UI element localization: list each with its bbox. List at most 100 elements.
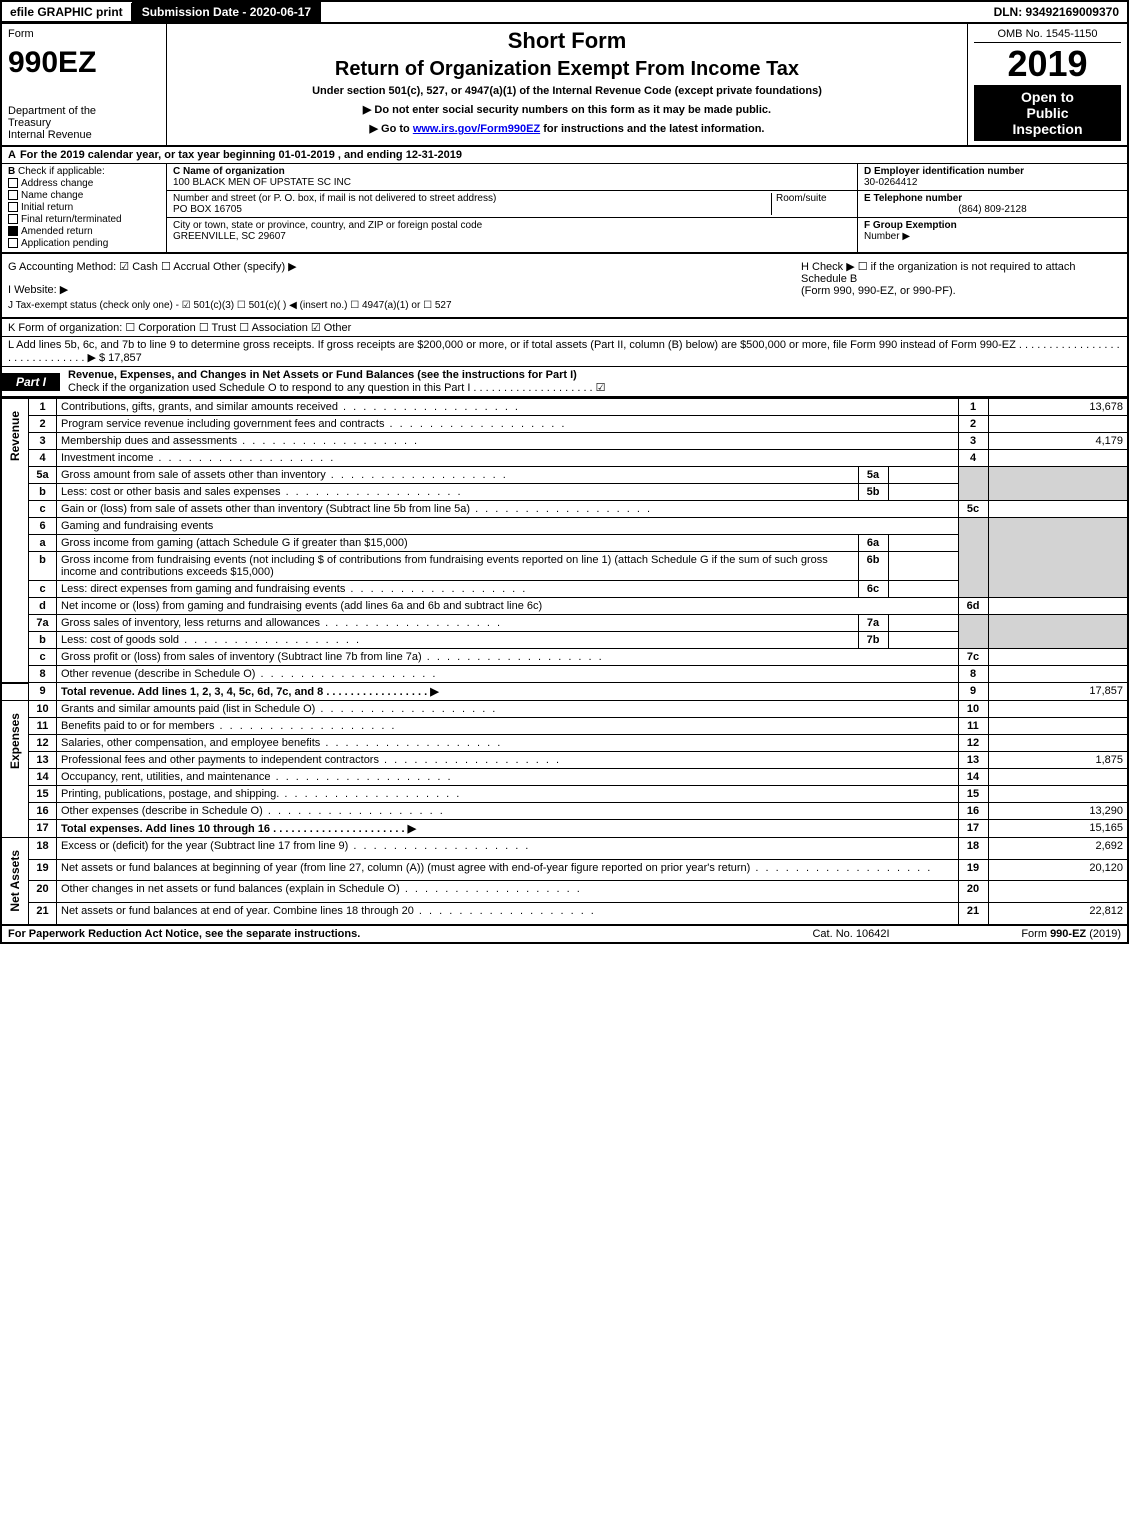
line-11-value	[988, 718, 1128, 735]
topbar: efile GRAPHIC print Submission Date - 20…	[0, 0, 1129, 22]
footer-cat-number: Cat. No. 10642I	[781, 928, 921, 940]
check-initial-return[interactable]: Initial return	[8, 202, 160, 213]
page-footer: For Paperwork Reduction Act Notice, see …	[0, 926, 1129, 944]
form-word: Form	[8, 28, 160, 40]
net-assets-section-label: Net Assets	[1, 838, 29, 925]
form-number: 990EZ	[8, 46, 160, 80]
line-15-value	[988, 786, 1128, 803]
line-7c-value	[988, 649, 1128, 666]
phone: (864) 809-2128	[864, 204, 1121, 215]
dept-line-2: Treasury	[8, 117, 160, 129]
line-6a-desc: Gross income from gaming (attach Schedul…	[57, 535, 859, 552]
line-6-desc: Gaming and fundraising events	[57, 518, 959, 535]
goto-link-line: ▶ Go to www.irs.gov/Form990EZ for instru…	[175, 122, 959, 135]
footer-form-ref: Form 990-EZ (2019)	[921, 928, 1121, 940]
ein: 30-0264412	[864, 177, 917, 188]
line-19-value: 20,120	[988, 859, 1128, 881]
city-state-zip: GREENVILLE, SC 29607	[173, 231, 851, 242]
line-7c-desc: Gross profit or (loss) from sales of inv…	[57, 649, 959, 666]
header-right: OMB No. 1545-1150 2019 Open to Public In…	[967, 24, 1127, 145]
line-6c-desc: Less: direct expenses from gaming and fu…	[57, 581, 859, 598]
line-3-desc: Membership dues and assessments	[57, 433, 959, 450]
line-g-accounting: G Accounting Method: ☑ Cash ☐ Accrual Ot…	[8, 260, 801, 273]
check-final-return[interactable]: Final return/terminated	[8, 214, 160, 225]
line-a-calendar-year: AFor the 2019 calendar year, or tax year…	[0, 147, 1129, 164]
dept-line-1: Department of the	[8, 105, 160, 117]
accounting-website-block: G Accounting Method: ☑ Cash ☐ Accrual Ot…	[0, 254, 1129, 319]
org-name: 100 BLACK MEN OF UPSTATE SC INC	[173, 177, 851, 188]
part-1-header: Part I Revenue, Expenses, and Changes in…	[0, 367, 1129, 398]
line-4-desc: Investment income	[57, 450, 959, 467]
line-16-value: 13,290	[988, 803, 1128, 820]
under-section-text: Under section 501(c), 527, or 4947(a)(1)…	[175, 85, 959, 97]
irs-link[interactable]: www.irs.gov/Form990EZ	[413, 123, 540, 135]
line-5a-desc: Gross amount from sale of assets other t…	[57, 467, 859, 484]
line-10-value	[988, 701, 1128, 718]
dept-line-3: Internal Revenue	[8, 129, 160, 141]
line-9-desc: Total revenue. Add lines 1, 2, 3, 4, 5c,…	[57, 683, 959, 701]
line-10-desc: Grants and similar amounts paid (list in…	[57, 701, 959, 718]
tax-year: 2019	[974, 43, 1121, 85]
line-17-value: 15,165	[988, 820, 1128, 838]
line-13-value: 1,875	[988, 752, 1128, 769]
line-14-value	[988, 769, 1128, 786]
line-5b-desc: Less: cost or other basis and sales expe…	[57, 484, 859, 501]
submission-date-badge: Submission Date - 2020-06-17	[132, 2, 321, 22]
revenue-section-label: Revenue	[1, 399, 29, 683]
line-18-value: 2,692	[988, 838, 1128, 860]
ssn-warning: ▶ Do not enter social security numbers o…	[175, 103, 959, 116]
line-6d-desc: Net income or (loss) from gaming and fun…	[57, 598, 959, 615]
header-left: Form 990EZ Department of the Treasury In…	[2, 24, 167, 145]
line-16-desc: Other expenses (describe in Schedule O)	[57, 803, 959, 820]
line-5c-desc: Gain or (loss) from sale of assets other…	[57, 501, 959, 518]
line-j-tax-status: J Tax-exempt status (check only one) - ☑…	[8, 300, 801, 311]
line-l-gross-receipts: L Add lines 5b, 6c, and 7b to line 9 to …	[0, 337, 1129, 367]
check-address-change[interactable]: Address change	[8, 178, 160, 189]
part-1-tag: Part I	[2, 373, 60, 391]
line-4-value	[988, 450, 1128, 467]
line-6b-desc: Gross income from fundraising events (no…	[57, 552, 859, 581]
line-12-desc: Salaries, other compensation, and employ…	[57, 735, 959, 752]
line-6d-value	[988, 598, 1128, 615]
line-7b-desc: Less: cost of goods sold	[57, 632, 859, 649]
line-21-desc: Net assets or fund balances at end of ye…	[57, 902, 959, 924]
line-3-value: 4,179	[988, 433, 1128, 450]
check-application-pending[interactable]: Application pending	[8, 238, 160, 249]
open-to-public-box: Open to Public Inspection	[974, 85, 1121, 141]
line-20-desc: Other changes in net assets or fund bala…	[57, 881, 959, 903]
line-15-desc: Printing, publications, postage, and shi…	[57, 786, 959, 803]
footer-left: For Paperwork Reduction Act Notice, see …	[8, 928, 781, 940]
expenses-section-label: Expenses	[1, 701, 29, 838]
efile-print-button[interactable]: efile GRAPHIC print	[2, 3, 132, 22]
section-d-e-f: D Employer identification number 30-0264…	[857, 164, 1127, 252]
section-c: C Name of organization 100 BLACK MEN OF …	[167, 164, 857, 252]
part-1-table: Revenue 1 Contributions, gifts, grants, …	[0, 398, 1129, 926]
line-i-website: I Website: ▶	[8, 283, 801, 296]
line-13-desc: Professional fees and other payments to …	[57, 752, 959, 769]
omb-number: OMB No. 1545-1150	[974, 28, 1121, 43]
check-name-change[interactable]: Name change	[8, 190, 160, 201]
short-form-title: Short Form	[175, 28, 959, 54]
check-amended-return[interactable]: Amended return	[8, 226, 160, 237]
line-17-desc: Total expenses. Add lines 10 through 16 …	[57, 820, 959, 838]
line-1-desc: Contributions, gifts, grants, and simila…	[57, 399, 959, 416]
dln-label: DLN: 93492169009370	[986, 3, 1127, 21]
form-header: Form 990EZ Department of the Treasury In…	[0, 22, 1129, 147]
line-18-desc: Excess or (deficit) for the year (Subtra…	[57, 838, 959, 860]
line-11-desc: Benefits paid to or for members	[57, 718, 959, 735]
line-7a-desc: Gross sales of inventory, less returns a…	[57, 615, 859, 632]
header-center: Short Form Return of Organization Exempt…	[167, 24, 967, 145]
line-20-value	[988, 881, 1128, 903]
line-12-value	[988, 735, 1128, 752]
line-14-desc: Occupancy, rent, utilities, and maintena…	[57, 769, 959, 786]
line-8-desc: Other revenue (describe in Schedule O)	[57, 666, 959, 683]
line-k-form-org: K Form of organization: ☐ Corporation ☐ …	[0, 319, 1129, 337]
line-1-value: 13,678	[988, 399, 1128, 416]
line-h-schedule-b: H Check ▶ ☐ if the organization is not r…	[801, 260, 1121, 285]
line-5c-value	[988, 501, 1128, 518]
return-title: Return of Organization Exempt From Incom…	[175, 58, 959, 81]
section-b-checkboxes: B Check if applicable: Address change Na…	[2, 164, 167, 252]
line-2-desc: Program service revenue including govern…	[57, 416, 959, 433]
line-21-value: 22,812	[988, 902, 1128, 924]
line-19-desc: Net assets or fund balances at beginning…	[57, 859, 959, 881]
